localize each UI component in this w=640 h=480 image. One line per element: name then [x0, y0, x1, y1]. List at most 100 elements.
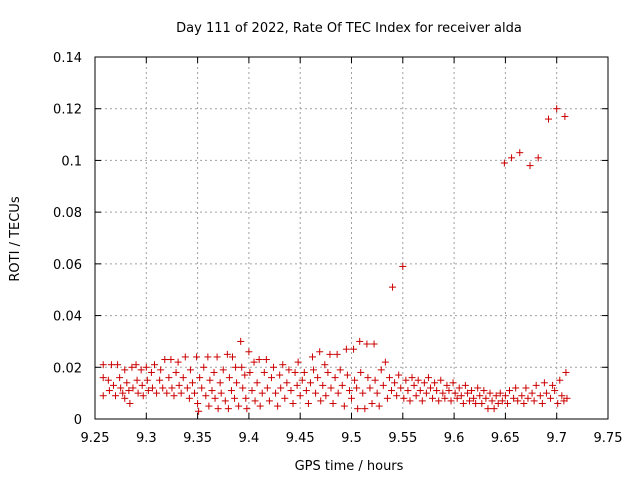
- data-point: [279, 361, 287, 369]
- data-point: [217, 389, 225, 397]
- data-point: [453, 394, 461, 402]
- data-point: [194, 399, 202, 407]
- data-point: [342, 345, 350, 353]
- data-point: [399, 262, 407, 270]
- data-point: [447, 397, 455, 405]
- data-point: [133, 376, 141, 384]
- data-point: [228, 353, 236, 361]
- data-point: [181, 353, 189, 361]
- data-point: [506, 387, 514, 395]
- data-point: [391, 379, 399, 387]
- y-tick-label: 0.14: [53, 51, 82, 66]
- data-point: [213, 353, 221, 361]
- data-point: [331, 374, 339, 382]
- data-point: [219, 366, 227, 374]
- data-point: [167, 356, 175, 364]
- data-point: [549, 381, 557, 389]
- data-point: [528, 389, 536, 397]
- data-point: [371, 376, 379, 384]
- x-axis-label: GPS time / hours: [295, 459, 404, 474]
- data-point: [534, 154, 542, 162]
- data-point: [420, 379, 428, 387]
- data-point: [518, 392, 526, 400]
- y-tick-label: 0.06: [53, 258, 82, 273]
- data-point: [530, 397, 538, 405]
- data-point: [474, 384, 482, 392]
- data-point: [105, 387, 113, 395]
- x-tick-label: 9.45: [286, 431, 315, 446]
- data-point: [183, 384, 191, 392]
- data-point: [510, 394, 518, 402]
- data-point: [221, 397, 229, 405]
- data-point: [251, 397, 259, 405]
- data-point: [233, 379, 241, 387]
- data-point: [488, 397, 496, 405]
- data-point: [260, 368, 268, 376]
- data-point: [298, 376, 306, 384]
- data-point: [383, 394, 391, 402]
- data-point: [281, 394, 289, 402]
- data-point: [393, 392, 401, 400]
- data-point: [224, 405, 232, 413]
- data-point: [153, 389, 161, 397]
- data-point: [520, 399, 528, 407]
- data-point: [241, 371, 249, 379]
- data-point: [370, 340, 378, 348]
- grid-lines: [95, 57, 608, 419]
- data-point: [532, 381, 540, 389]
- data-point: [554, 399, 562, 407]
- data-point: [336, 366, 344, 374]
- data-point: [501, 392, 509, 400]
- data-point: [267, 374, 275, 382]
- data-point: [294, 358, 302, 366]
- data-point: [522, 384, 530, 392]
- data-point: [375, 402, 383, 410]
- data-point: [459, 399, 467, 407]
- data-point: [165, 374, 173, 382]
- data-point: [366, 384, 374, 392]
- data-point: [232, 363, 240, 371]
- data-point: [159, 384, 167, 392]
- data-point: [408, 374, 416, 382]
- y-tick-label: 0: [74, 413, 82, 428]
- data-point: [114, 361, 122, 369]
- data-point: [364, 374, 372, 382]
- x-tick-label: 9.25: [81, 431, 110, 446]
- data-point: [265, 397, 273, 405]
- data-point: [441, 394, 449, 402]
- data-point: [350, 345, 358, 353]
- data-point: [174, 358, 182, 366]
- data-point: [354, 405, 362, 413]
- data-point: [356, 337, 364, 345]
- data-point: [416, 387, 424, 395]
- data-point: [214, 405, 222, 413]
- data-point: [125, 387, 133, 395]
- data-point: [312, 389, 320, 397]
- data-point: [500, 159, 508, 167]
- data-point: [345, 387, 353, 395]
- data-point: [179, 374, 187, 382]
- data-point: [157, 366, 165, 374]
- data-point: [144, 387, 152, 395]
- data-point: [449, 379, 457, 387]
- data-point: [248, 387, 256, 395]
- data-point: [457, 392, 465, 400]
- data-point: [128, 363, 136, 371]
- data-point: [202, 392, 210, 400]
- data-point: [250, 358, 258, 366]
- data-point: [327, 384, 335, 392]
- data-point: [397, 384, 405, 392]
- data-point: [242, 394, 250, 402]
- data-point: [191, 389, 199, 397]
- data-point: [482, 394, 490, 402]
- data-point: [516, 149, 524, 157]
- data-point: [402, 376, 410, 384]
- data-point: [508, 154, 516, 162]
- data-point: [256, 402, 264, 410]
- data-point: [309, 353, 317, 361]
- data-point: [139, 392, 147, 400]
- data-point: [245, 348, 253, 356]
- data-point: [514, 397, 522, 405]
- data-point: [512, 384, 520, 392]
